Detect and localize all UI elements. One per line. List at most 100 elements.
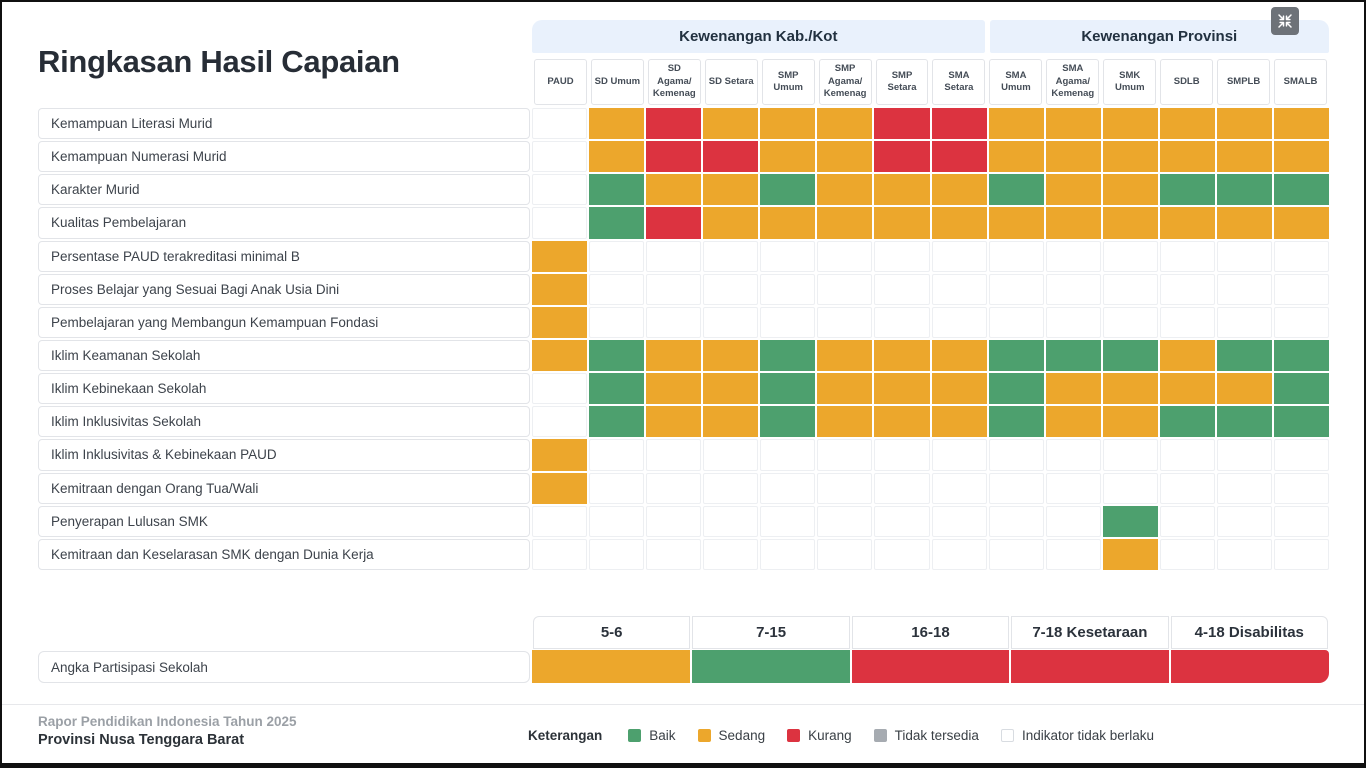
column-header: SD Umum (590, 59, 644, 105)
footer-province: Provinsi Nusa Tenggara Barat (38, 732, 245, 748)
matrix-cell-none (589, 538, 645, 570)
matrix-cell-baik (1273, 174, 1329, 206)
row-label: Iklim Kebinekaan Sekolah (38, 373, 530, 405)
matrix-cell-none (589, 240, 645, 272)
matrix-cell-none (646, 439, 702, 471)
participation-cell-kurang (851, 650, 1010, 683)
matrix-cell-sedang (532, 306, 588, 338)
matrix-cell-none (1102, 306, 1158, 338)
matrix-cell-none (817, 273, 873, 305)
matrix-cell-none (1159, 306, 1215, 338)
matrix-cell-none (1159, 472, 1215, 504)
legend-swatch-baik (628, 728, 642, 742)
legend-item-sedang: Sedang (697, 727, 766, 743)
matrix-cell-sedang (646, 373, 702, 405)
matrix-cell-none (988, 240, 1044, 272)
matrix-cell-sedang (703, 108, 759, 140)
participation-cells (532, 650, 1329, 683)
matrix-cell-none (1273, 273, 1329, 305)
fullscreen-exit-button[interactable] (1271, 7, 1299, 35)
matrix-cell-sedang (1102, 174, 1158, 206)
matrix-cell-sedang (1159, 141, 1215, 173)
row-label: Penyerapan Lulusan SMK (38, 505, 530, 537)
matrix-cell-kurang (703, 141, 759, 173)
column-header: SDLB (1160, 59, 1214, 105)
matrix-cell-sedang (817, 174, 873, 206)
matrix-cell-sedang (1159, 373, 1215, 405)
legend-swatch-kurang (787, 728, 801, 742)
matrix-cell-none (1159, 273, 1215, 305)
matrix-cell-none (817, 505, 873, 537)
matrix-cell-sedang (646, 406, 702, 438)
column-header: PAUD (534, 59, 587, 105)
participation-header: 16-18 (851, 616, 1010, 649)
matrix-cell-baik (1273, 406, 1329, 438)
matrix-cell-baik (760, 174, 816, 206)
matrix-cell-sedang (703, 373, 759, 405)
matrix-cell-none (1216, 538, 1272, 570)
matrix-cell-sedang (874, 174, 930, 206)
matrix-cell-none (931, 472, 987, 504)
matrix-cell-sedang (1045, 207, 1101, 239)
legend-item-tidak_tersedia: Tidak tersedia (873, 728, 979, 743)
matrix-cell-none (1159, 240, 1215, 272)
matrix-cell-sedang (1216, 108, 1272, 140)
matrix-cell-none (931, 273, 987, 305)
matrix-cell-none (874, 273, 930, 305)
matrix-cell-baik (988, 373, 1044, 405)
column-header: SMALB (1274, 59, 1327, 105)
matrix-cell-sedang (1045, 174, 1101, 206)
matrix-cell-baik (1159, 406, 1215, 438)
matrix-cell-sedang (817, 108, 873, 140)
matrix-cell-baik (760, 373, 816, 405)
matrix-cell-kurang (931, 108, 987, 140)
matrix-cell-sedang (817, 141, 873, 173)
row-label: Kemampuan Numerasi Murid (38, 141, 530, 173)
column-header: SMA Umum (989, 59, 1043, 105)
participation-row-label-text: Angka Partisipasi Sekolah (51, 659, 208, 675)
matrix-cell-sedang (703, 406, 759, 438)
row-label: Kemitraan dan Keselarasan SMK dengan Dun… (38, 538, 530, 570)
matrix-cell-kurang (646, 141, 702, 173)
legend-item-baik: Baik (628, 728, 676, 743)
matrix-cell-none (1045, 472, 1101, 504)
row-label: Pembelajaran yang Membangun Kemampuan Fo… (38, 306, 530, 338)
matrix-cell-sedang (931, 373, 987, 405)
column-header: SD Agama/ Kemenag (647, 59, 701, 105)
legend-swatch-sedang (697, 728, 711, 742)
legend-swatch-tidak_tersedia (873, 728, 887, 742)
matrix-cell-none (874, 505, 930, 537)
matrix-cell-baik (988, 174, 1044, 206)
matrix-cell-none (1216, 240, 1272, 272)
legend-label: Sedang (718, 727, 766, 743)
matrix-cell-sedang (760, 108, 816, 140)
matrix-cell-none (532, 373, 588, 405)
matrix-cell-none (703, 273, 759, 305)
matrix-cell-none (1045, 240, 1101, 272)
footer-source: Rapor Pendidikan Indonesia Tahun 2025 Pr… (38, 714, 297, 748)
matrix-cell-baik (1216, 339, 1272, 372)
matrix-cell-baik (1216, 406, 1272, 438)
matrix-cell-sedang (988, 141, 1044, 173)
matrix-cell-none (532, 141, 588, 173)
matrix-group-header-row: Kewenangan Kab./Kot Kewenangan Provinsi (532, 20, 1329, 53)
matrix-cell-none (931, 306, 987, 338)
matrix-cell-none (1273, 538, 1329, 570)
matrix-cell-none (817, 472, 873, 504)
matrix-cell-none (589, 439, 645, 471)
matrix-cell-sedang (703, 174, 759, 206)
row-label: Kemitraan dengan Orang Tua/Wali (38, 472, 530, 504)
column-header: SD Setara (704, 59, 758, 105)
matrix-cell-none (874, 439, 930, 471)
matrix-cell-none (646, 273, 702, 305)
matrix-cell-none (703, 505, 759, 537)
matrix-cell-baik (988, 339, 1044, 372)
matrix-cell-sedang (532, 240, 588, 272)
matrix-cell-none (931, 505, 987, 537)
matrix-cell-kurang (874, 141, 930, 173)
matrix-cell-none (988, 273, 1044, 305)
participation-cell-kurang (1171, 650, 1329, 683)
matrix-cell-sedang (532, 439, 588, 471)
compress-arrows-icon (1278, 14, 1292, 28)
matrix-cell-baik (1159, 174, 1215, 206)
